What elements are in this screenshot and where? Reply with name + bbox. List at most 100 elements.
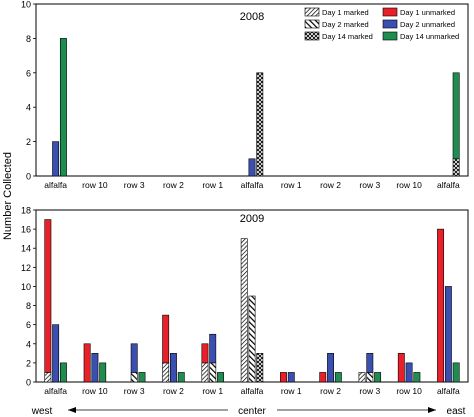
- x-tick-label: row 10: [396, 386, 422, 396]
- bar-day-14-unmarked: [59, 38, 67, 177]
- y-tick-label: 0: [26, 378, 31, 388]
- x-tick-label: row 2: [320, 386, 341, 396]
- bar-day-1-unmarked: [437, 228, 445, 383]
- x-tick-label: row 2: [163, 386, 184, 396]
- x-tick-label: alfalfa: [241, 180, 264, 190]
- legend-label: Day 14 marked: [322, 32, 373, 41]
- legend-label: Day 14 unmarked: [400, 32, 459, 41]
- x-ticks-2008: alfalfa row 10 row 3 row 2 row 1 alfalfa row 1…: [44, 180, 460, 190]
- center-label: center: [238, 406, 266, 417]
- y-tick-label: 10: [21, 282, 31, 292]
- bar-day-2-unmarked: [170, 353, 177, 383]
- bar-day-1-marked: [201, 362, 209, 383]
- x-tick-label: alfalfa: [437, 386, 460, 396]
- bar-day-1-unmarked: [280, 372, 287, 383]
- bar-day-1-unmarked: [162, 314, 170, 364]
- bar-day-1-unmarked: [319, 372, 327, 383]
- x-tick-label: row 3: [124, 180, 145, 190]
- bar-day-2-unmarked: [130, 343, 138, 373]
- bar-day-1-marked: [162, 362, 170, 383]
- panel-title-2009: 2009: [240, 213, 264, 225]
- bar-day-2-marked: [366, 372, 374, 383]
- bar-day-14-marked: [256, 72, 264, 177]
- bar-day-14-unmarked: [334, 372, 342, 383]
- x-tick-label: row 2: [320, 180, 341, 190]
- bar-day-2-unmarked: [366, 353, 374, 373]
- east-arrowhead: [428, 407, 436, 413]
- legend-swatch: [304, 19, 320, 29]
- bar-day-2-unmarked: [287, 372, 295, 383]
- east-label: east: [447, 406, 466, 417]
- bar-day-14-unmarked: [99, 362, 107, 383]
- legend-swatch: [304, 7, 320, 17]
- x-tick-label: row 3: [359, 386, 380, 396]
- y-tick-label: 0: [26, 172, 31, 182]
- bar-day-1-unmarked: [397, 353, 405, 383]
- x-ticks-2009: alfalfa row 10 row 3 row 2 row 1 alfalfa row 1…: [44, 386, 460, 396]
- bar-day-14-unmarked: [59, 362, 67, 383]
- bar-day-2-unmarked: [327, 353, 334, 383]
- legend-label: Day 1 unmarked: [400, 8, 455, 17]
- bar-day-14-unmarked: [374, 372, 382, 383]
- x-tick-label: alfalfa: [241, 386, 264, 396]
- direction-annotation: west center east: [31, 406, 466, 417]
- x-tick-label: alfalfa: [44, 386, 67, 396]
- bar-day-14-unmarked: [177, 372, 185, 383]
- y-axis-label: Number Collected: [2, 152, 14, 240]
- bar-day-14-marked: [452, 158, 460, 177]
- y-tick-label: 2: [26, 358, 31, 368]
- bar-day-14-unmarked: [413, 372, 421, 383]
- y-tick-label: 4: [26, 103, 31, 113]
- bar-day-2-marked: [209, 362, 217, 383]
- y-tick-label: 10: [21, 0, 31, 10]
- legend-swatch: [382, 19, 398, 29]
- y-tick-label: 6: [26, 320, 31, 330]
- bar-day-1-unmarked: [201, 343, 209, 364]
- bar-day-2-unmarked: [444, 286, 452, 383]
- panel-2009: 2009 0 2 4 6 8 10 12 14 16 18 alfalfa row 10 row 3 r…: [21, 206, 469, 396]
- bars-2008: [52, 38, 460, 177]
- bar-day-14-marked: [256, 353, 264, 383]
- x-tick-label: row 10: [82, 180, 108, 190]
- plot-frame-2008: [35, 3, 469, 177]
- y-tick-label: 16: [21, 225, 31, 235]
- x-tick-label: row 2: [163, 180, 184, 190]
- legend-label: Day 1 marked: [322, 8, 369, 17]
- y-tick-label: 4: [26, 339, 31, 349]
- x-tick-label: row 1: [281, 386, 302, 396]
- bar-day-2-unmarked: [248, 158, 256, 177]
- bar-day-2-unmarked: [91, 353, 99, 383]
- x-tick-label: alfalfa: [437, 180, 460, 190]
- bar-day-2-unmarked: [52, 324, 60, 383]
- bar-day-2-unmarked: [52, 141, 60, 177]
- bar-day-2-marked: [248, 295, 256, 383]
- y-tick-label: 2: [26, 137, 31, 147]
- x-tick-label: row 3: [124, 386, 145, 396]
- y-tick-label: 6: [26, 68, 31, 78]
- y-ticks-2008: 0 2 4 6 8 10: [21, 0, 36, 182]
- panel-title-2008: 2008: [240, 11, 264, 23]
- legend-swatch: [382, 31, 398, 41]
- x-tick-label: alfalfa: [44, 180, 67, 190]
- x-tick-label: row 10: [396, 180, 422, 190]
- y-tick-label: 12: [21, 263, 31, 273]
- y-tick-label: 14: [21, 244, 31, 254]
- y-tick-label: 8: [26, 34, 31, 44]
- legend-label: Day 2 unmarked: [400, 20, 455, 29]
- bar-day-2-unmarked: [209, 333, 217, 364]
- bar-day-1-marked: [358, 372, 366, 383]
- legend: Day 1 marked Day 2 marked Day 14 marked Day…: [304, 7, 459, 41]
- bar-day-2-unmarked: [405, 362, 413, 383]
- x-tick-label: row 3: [359, 180, 380, 190]
- x-tick-label: row 1: [202, 386, 223, 396]
- bar-day-14-unmarked: [217, 372, 224, 383]
- y-ticks-2009: 0 2 4 6 8 10 12 14 16 18: [21, 206, 36, 388]
- bar-day-1-marked: [240, 238, 248, 383]
- bar-day-14-unmarked: [138, 372, 146, 383]
- west-label: west: [31, 406, 53, 417]
- legend-swatch: [304, 31, 320, 41]
- x-tick-label: row 1: [281, 180, 302, 190]
- x-tick-label: row 1: [202, 180, 223, 190]
- bar-day-1-unmarked: [44, 219, 52, 373]
